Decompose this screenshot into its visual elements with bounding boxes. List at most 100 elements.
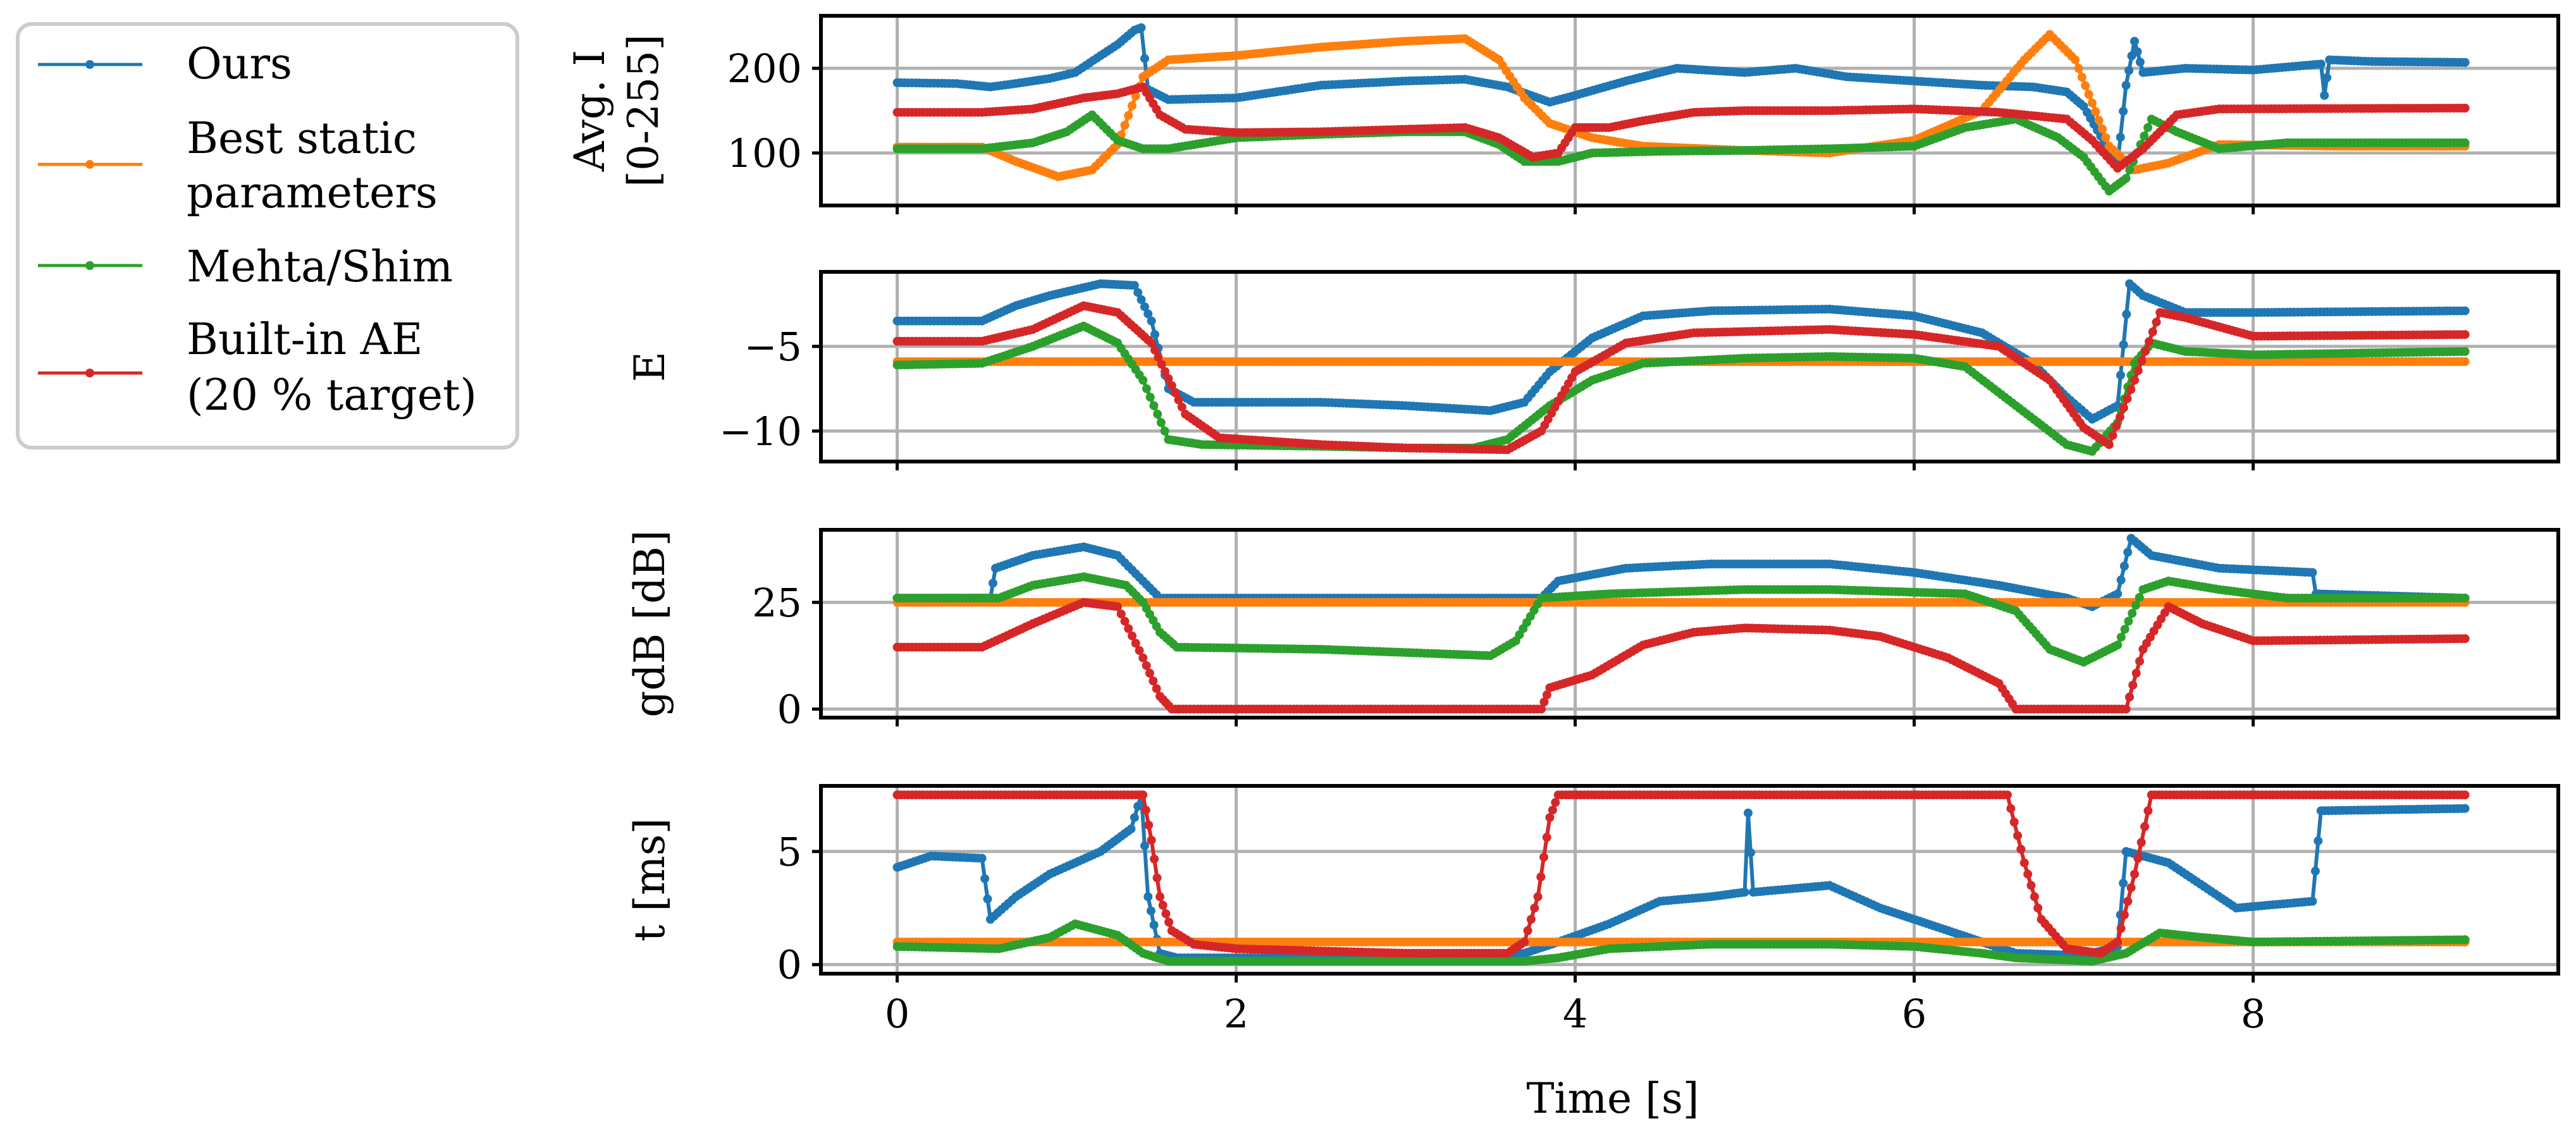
legend-label-mehta: Mehta/Shim <box>187 242 453 292</box>
point-static <box>2077 73 2086 82</box>
series-markers-static <box>892 597 2470 607</box>
point-mehta <box>2113 640 2123 650</box>
legend: Ours Best static parameters Mehta/Shim B… <box>16 22 519 450</box>
legend-box <box>16 22 519 450</box>
point-builtin <box>1167 381 1176 390</box>
point-builtin <box>2460 104 2470 113</box>
series-line-builtin <box>897 600 2465 711</box>
point-static <box>2460 357 2470 366</box>
series-group <box>892 534 2470 714</box>
point-builtin <box>2133 366 2143 376</box>
point-mehta <box>2143 123 2153 132</box>
point-ours <box>1140 54 1149 63</box>
point-mehta <box>2460 138 2470 147</box>
point-ours <box>1143 309 1153 319</box>
point-ours <box>2116 370 2125 380</box>
point-ours <box>2123 548 2133 557</box>
point-static <box>2094 116 2104 125</box>
point-ours <box>1137 295 1146 304</box>
point-mehta <box>2128 609 2137 618</box>
point-mehta <box>1138 376 1148 385</box>
point-builtin <box>2145 337 2154 346</box>
point-mehta <box>2135 593 2144 602</box>
series-markers-mehta <box>892 321 2470 456</box>
point-builtin <box>2116 412 2124 422</box>
point-builtin <box>1145 668 1154 678</box>
point-ours <box>2460 58 2470 67</box>
point-ours <box>2135 58 2145 67</box>
point-builtin <box>1157 360 1166 369</box>
point-builtin <box>1161 367 1169 376</box>
point-ours <box>2119 106 2128 116</box>
series-line-builtin <box>897 85 2465 171</box>
axes-frame <box>819 270 2560 463</box>
panel-exposure-E: −10−5E <box>626 270 2560 470</box>
point-ours <box>1130 281 1139 290</box>
point-builtin <box>2104 440 2114 450</box>
series-markers-mehta <box>892 572 2470 667</box>
series-markers-mehta <box>892 110 2470 196</box>
point-builtin <box>2126 385 2136 394</box>
y-tick-label: −5 <box>744 324 802 370</box>
legend-label-ours: Ours <box>187 39 292 89</box>
point-ours <box>2116 575 2126 585</box>
point-builtin <box>1152 684 1161 694</box>
point-builtin <box>2148 327 2157 336</box>
point-builtin <box>1147 338 1156 348</box>
point-builtin <box>1154 353 1163 362</box>
point-mehta <box>2460 346 2470 356</box>
y-axis-label: Avg. I <box>565 50 614 173</box>
legend-label-builtin-1: Built-in AE <box>187 315 422 365</box>
legend-marker-builtin <box>85 369 94 377</box>
point-static <box>2091 107 2100 116</box>
legend-marker-static <box>85 160 94 169</box>
y-tick-label: 100 <box>727 130 802 176</box>
y-axis-label: [0-255] <box>619 34 668 187</box>
point-ours <box>1133 288 1143 297</box>
point-ours <box>2322 73 2332 82</box>
point-ours <box>2113 589 2123 599</box>
point-builtin <box>1138 653 1148 663</box>
series-group <box>892 279 2470 456</box>
point-builtin <box>2137 356 2147 365</box>
point-builtin <box>1116 609 1126 619</box>
point-builtin <box>2152 317 2161 327</box>
point-ours <box>1137 23 1146 32</box>
point-mehta <box>1160 426 1169 436</box>
point-ours <box>2121 80 2131 90</box>
legend-label-static-1: Best static <box>187 114 417 164</box>
point-ours <box>2119 340 2128 350</box>
legend-label-builtin-2: (20 % target) <box>187 370 477 420</box>
point-mehta <box>2120 625 2129 634</box>
point-ours <box>2122 310 2131 319</box>
point-mehta <box>2125 165 2135 175</box>
point-ours <box>2124 66 2134 75</box>
point-static <box>2071 55 2080 64</box>
point-ours <box>2308 568 2317 577</box>
point-builtin <box>1174 395 1183 405</box>
point-static <box>1120 121 1130 130</box>
point-mehta <box>1142 384 1151 393</box>
y-tick-label: 200 <box>727 46 802 92</box>
series-markers-builtin <box>892 597 2470 714</box>
panel-avg-intensity: 100 200 Avg. I [0-255] <box>565 14 2560 214</box>
legend-entry-static: Best static parameters <box>38 114 438 218</box>
legend-marker-ours <box>85 60 94 69</box>
point-builtin <box>1142 661 1151 670</box>
point-static <box>2084 90 2093 99</box>
point-mehta <box>1156 418 1166 427</box>
point-builtin <box>2119 403 2128 413</box>
point-builtin <box>1113 602 1122 611</box>
point-ours <box>1140 302 1149 312</box>
point-builtin <box>1131 639 1140 648</box>
y-axis-label: E <box>626 352 674 382</box>
series-markers-builtin <box>892 301 2470 455</box>
legend-entry-ours: Ours <box>38 39 292 89</box>
point-builtin <box>1124 624 1133 634</box>
point-ours <box>2119 561 2129 571</box>
point-ours <box>989 579 997 588</box>
legend-marker-mehta <box>85 261 94 270</box>
series-markers-builtin <box>892 82 2470 173</box>
